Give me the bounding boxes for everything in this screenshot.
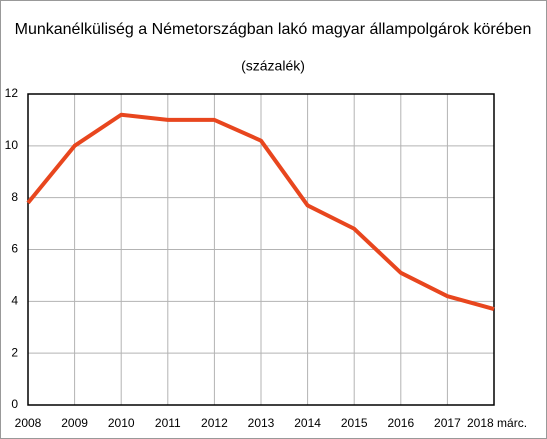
data-line	[26, 112, 495, 312]
y-tick-label: 6	[11, 242, 18, 256]
y-tick-label: 10	[5, 138, 19, 152]
y-tick-label: 12	[5, 86, 19, 100]
y-tick-label: 8	[11, 190, 18, 204]
chart-title: Munkanélküliség a Németországban lakó ma…	[15, 21, 532, 38]
y-tick-label: 4	[11, 294, 18, 308]
y-tick-label: 0	[11, 397, 18, 411]
x-tick-label: 2015	[341, 416, 368, 430]
x-tick-label: 2009	[61, 416, 88, 430]
x-tick-label: 2010	[108, 416, 135, 430]
x-tick-label: 2008	[15, 416, 42, 430]
x-tick-label: 2014	[294, 416, 321, 430]
x-tick-label: 2012	[201, 416, 228, 430]
plot-border	[27, 93, 495, 406]
x-tick-label: 2018 márc.	[467, 416, 527, 430]
x-tick-label: 2013	[248, 416, 275, 430]
x-tick-label: 2017	[434, 416, 461, 430]
x-tick-label: 2011	[155, 416, 181, 430]
x-tick-label: 2016	[387, 416, 414, 430]
y-tick-label: 2	[11, 345, 18, 359]
chart-subtitle: (százalék)	[241, 58, 305, 74]
